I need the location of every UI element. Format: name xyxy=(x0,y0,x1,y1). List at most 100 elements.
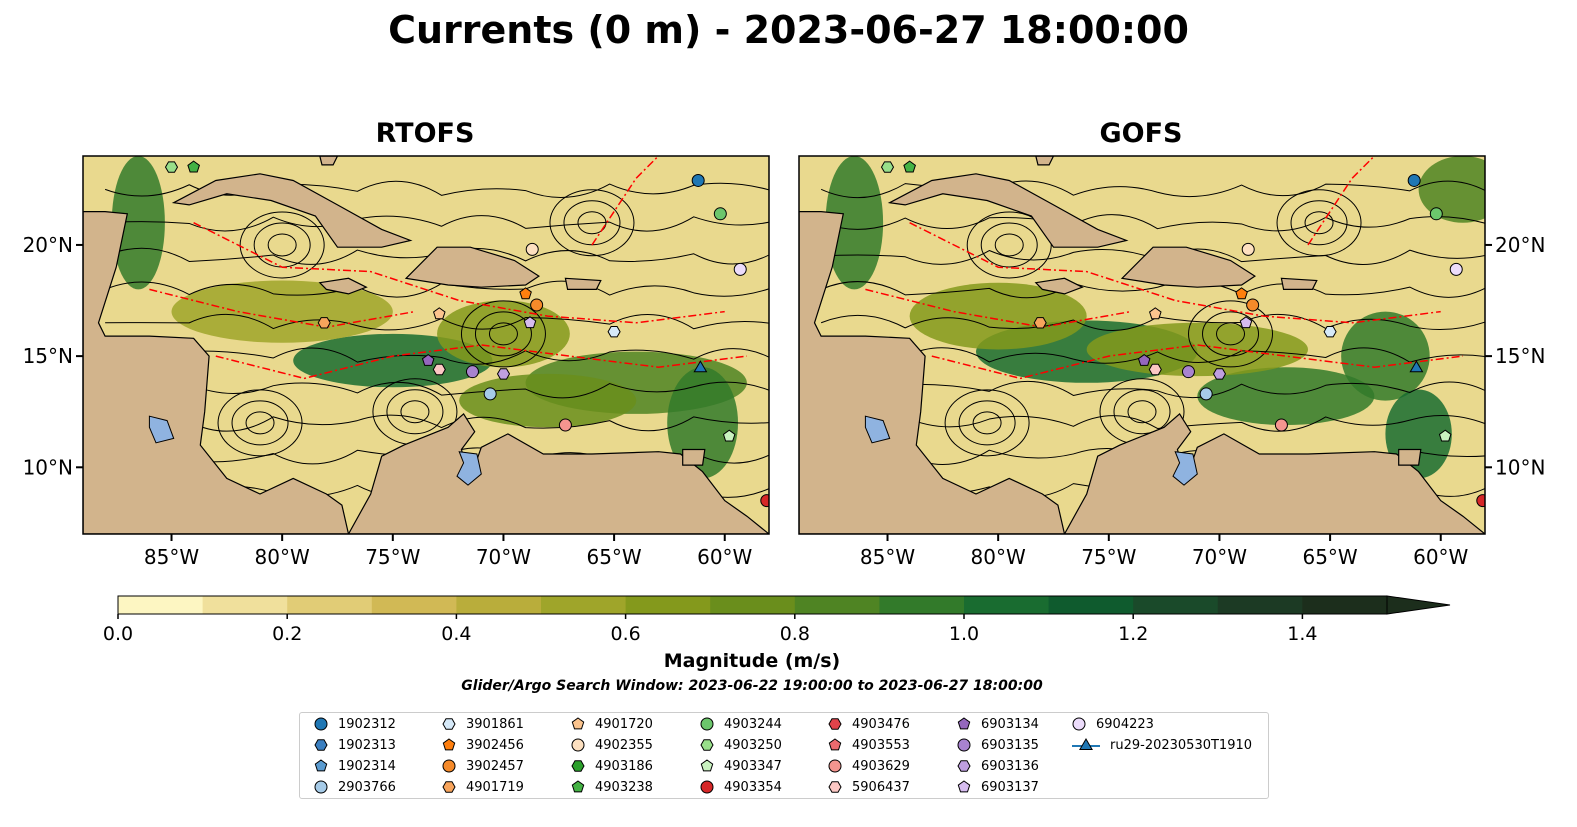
eddy-streamline xyxy=(488,322,518,346)
current-patch xyxy=(171,280,393,343)
legend-label: 6903136 xyxy=(981,758,1039,774)
legend-marker xyxy=(828,718,842,730)
colorbar-bin xyxy=(287,596,373,614)
current-patch xyxy=(111,156,165,290)
legend-marker-icon xyxy=(828,738,842,751)
y-tick-label: 15°N xyxy=(23,344,73,368)
y-tick-label: 15°N xyxy=(1495,344,1545,368)
x-tick-label: 85°W xyxy=(860,545,915,569)
obs-marker-6903137 xyxy=(1239,316,1253,329)
legend-marker-icon xyxy=(442,759,456,773)
legend-marker-icon xyxy=(314,739,328,751)
legend-label: 6904223 xyxy=(1096,716,1154,732)
colorbar-bin xyxy=(794,596,880,614)
colorbar-bin xyxy=(202,596,288,614)
eddy-streamline xyxy=(1290,200,1348,246)
colorbar-bin xyxy=(1133,596,1219,614)
map-frame xyxy=(798,155,1486,535)
obs-marker-4903238 xyxy=(903,160,916,173)
land xyxy=(83,211,350,534)
obs-marker-1902312 xyxy=(1407,173,1421,187)
legend-label: ru29-20230530T1910 xyxy=(1110,737,1253,753)
obs-marker-4901719 xyxy=(1033,317,1047,329)
colorbar-tick-label: 0.8 xyxy=(780,623,810,645)
obs-marker-1902312 xyxy=(691,173,705,187)
legend-label: 4903186 xyxy=(595,758,653,774)
land xyxy=(799,211,1066,534)
colorbar-bin xyxy=(625,596,711,614)
x-tick-label: 60°W xyxy=(697,545,752,569)
obs-marker-4902355 xyxy=(1241,242,1255,256)
eddy-streamline xyxy=(460,300,546,368)
current-patch xyxy=(459,373,637,428)
land xyxy=(682,448,706,466)
land xyxy=(1035,156,1055,166)
map-panel-rtofs: 85°W 80°W 75°W 70°W 65°W 60°W 20°N 15°N 10°N xyxy=(23,155,770,569)
legend-marker-icon xyxy=(957,738,971,752)
colorbar-bin xyxy=(1302,596,1388,614)
legend-marker xyxy=(442,759,456,773)
obs-marker-6903136 xyxy=(496,368,511,380)
panel-title-gofs: GOFS xyxy=(1099,118,1183,149)
streamline xyxy=(104,381,769,399)
legend-marker xyxy=(828,738,842,751)
legend-label: 4903354 xyxy=(724,779,782,795)
obs-marker-4903629 xyxy=(558,418,572,432)
legend-item: 6903135 xyxy=(957,735,1039,755)
legend-marker xyxy=(700,717,714,731)
legend-marker xyxy=(957,760,971,772)
legend-marker-icon xyxy=(1072,717,1086,731)
legend-item: 4903553 xyxy=(828,735,910,755)
legend-label: 4903238 xyxy=(595,779,653,795)
eddy-streamline xyxy=(1113,389,1171,435)
legend-item: 4901720 xyxy=(571,714,653,734)
legend-marker-icon xyxy=(571,760,585,772)
eddy-streamline xyxy=(1202,311,1260,357)
land xyxy=(319,156,339,166)
legend-item: 4903354 xyxy=(700,777,782,797)
colorbar-bin xyxy=(710,596,796,614)
obs-marker-4903238 xyxy=(187,160,200,173)
legend-label: 3902457 xyxy=(466,758,524,774)
colorbar-bin xyxy=(1217,596,1303,614)
obs-marker-4903354 xyxy=(760,494,769,508)
land xyxy=(564,277,602,290)
colorbar-extend-arrow xyxy=(1386,595,1451,615)
eddy-streamline xyxy=(400,400,430,424)
legend-item: 6904223 xyxy=(1072,714,1154,734)
x-tick-label: 75°W xyxy=(1081,545,1136,569)
obs-marker-6903137 xyxy=(523,316,537,329)
obs-marker-3902456 xyxy=(1235,287,1248,300)
eddy-streamline xyxy=(980,222,1038,268)
eddy-streamline xyxy=(549,189,635,257)
legend-marker xyxy=(828,759,842,773)
legend-item: 3902457 xyxy=(442,756,524,776)
legend-marker xyxy=(957,780,971,793)
colorbar-tick-label: 0.2 xyxy=(272,623,302,645)
eez-boundary xyxy=(193,222,725,324)
figure-title: Currents (0 m) - 2023-06-27 18:00:00 xyxy=(388,8,1189,52)
obs-marker-4901720 xyxy=(1149,307,1162,320)
x-tick-label: 60°W xyxy=(1413,545,1468,569)
land xyxy=(318,277,368,295)
streamline xyxy=(820,214,1485,232)
land xyxy=(347,412,769,534)
legend-marker-icon xyxy=(571,717,585,730)
legend-marker xyxy=(1079,738,1093,750)
obs-marker-4902355 xyxy=(525,242,539,256)
obs-marker-6904223 xyxy=(733,262,747,276)
obs-marker-3902456 xyxy=(519,287,532,300)
legend-marker-icon xyxy=(442,781,456,793)
legend-marker xyxy=(957,717,971,730)
legend-marker xyxy=(314,759,328,772)
legend-item: 4903186 xyxy=(571,756,653,776)
eddy-streamline xyxy=(267,233,297,257)
legend-item: 4903250 xyxy=(700,735,782,755)
eddy-streamline xyxy=(1216,322,1246,346)
current-patch xyxy=(1341,311,1430,401)
legend-marker xyxy=(828,781,842,793)
legend-item: 1902314 xyxy=(314,756,396,776)
land xyxy=(1063,412,1485,534)
obs-marker-2903766 xyxy=(483,387,497,401)
obs-marker-4903629 xyxy=(1274,418,1288,432)
